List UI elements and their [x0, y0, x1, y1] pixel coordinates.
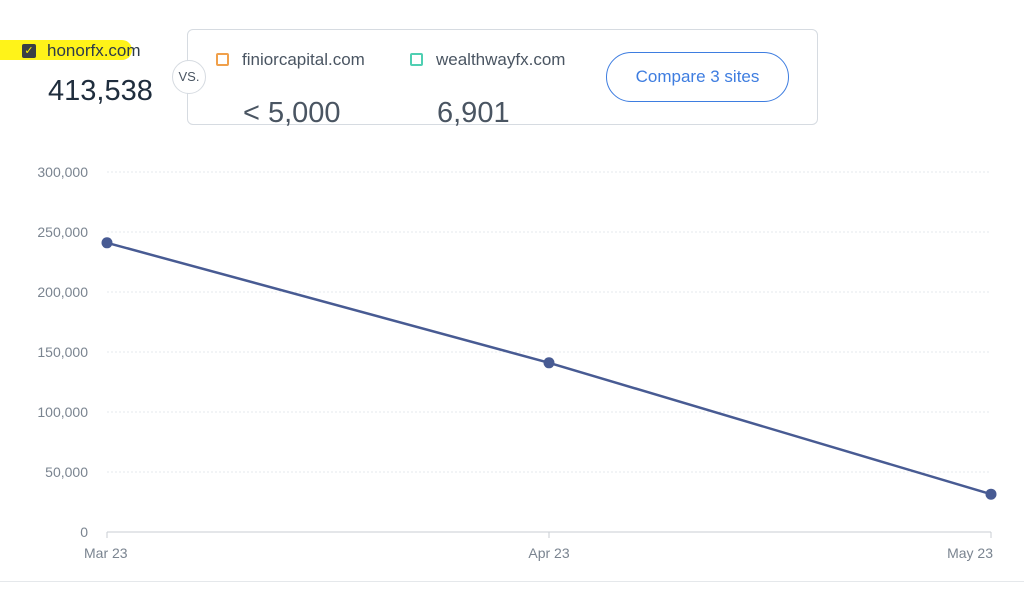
line-chart: 0 50,000 100,000 150,000 200,000 250,000 300,0…: [37, 164, 997, 561]
compare-site-1-checkbox[interactable]: [216, 53, 229, 66]
y-tick-label: 0: [80, 524, 88, 540]
compare-site-1-name: finiorcapital.com: [242, 50, 365, 69]
compare-site-2-visits: 6,901: [437, 97, 510, 129]
x-tick-label: Apr 23: [528, 545, 569, 561]
y-tick-label: 250,000: [37, 224, 88, 240]
compare-site-1-visits: < 5,000: [243, 97, 341, 129]
y-tick-label: 300,000: [37, 164, 88, 180]
main-site-name[interactable]: honorfx.com: [47, 41, 141, 60]
compare-site-2-name: wealthwayfx.com: [436, 50, 566, 69]
y-tick-label: 200,000: [37, 284, 88, 300]
compare-sites-button[interactable]: Compare 3 sites: [606, 52, 789, 102]
chart: 0 50,000 100,000 150,000 200,000 250,000 300,0…: [0, 150, 1024, 570]
y-tick-label: 50,000: [45, 464, 88, 480]
y-tick-label: 100,000: [37, 404, 88, 420]
y-tick-label: 150,000: [37, 344, 88, 360]
data-point: [101, 237, 113, 249]
x-tick-label: Mar 23: [84, 545, 128, 561]
data-point: [985, 488, 997, 500]
main-site-visits: 413,538: [48, 75, 153, 107]
vs-badge: VS.: [172, 60, 206, 94]
series-line: [106, 241, 992, 496]
compare-panel: finiorcapital.com < 5,000 wealthwayfx.co…: [187, 29, 818, 129]
data-point: [543, 357, 555, 369]
divider: [0, 581, 1024, 582]
main-site-checkbox[interactable]: ✓: [22, 44, 36, 58]
compare-site-2-checkbox[interactable]: [410, 53, 423, 66]
x-tick-label: May 23: [947, 545, 993, 561]
